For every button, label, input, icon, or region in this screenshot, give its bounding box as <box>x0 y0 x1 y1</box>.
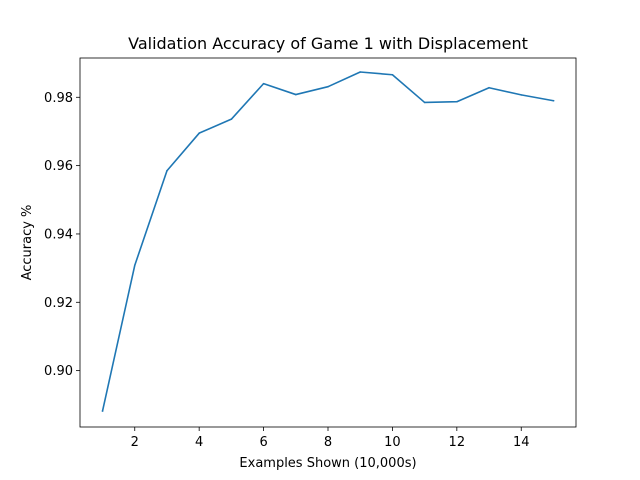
data-point <box>359 71 362 73</box>
x-tick-label: 12 <box>449 435 466 450</box>
x-tick-label: 4 <box>195 435 203 450</box>
data-point <box>230 118 233 120</box>
x-axis-ticks: 2 4 6 8 10 12 14 <box>131 427 530 450</box>
plot-area <box>101 71 555 412</box>
x-tick-label: 14 <box>513 435 530 450</box>
y-tick-label: 0.96 <box>44 159 73 174</box>
y-tick-label: 0.98 <box>44 91 73 106</box>
data-point <box>552 99 555 102</box>
x-tick-label: 2 <box>131 435 139 450</box>
y-tick-label: 0.92 <box>44 296 73 311</box>
x-tick-label: 8 <box>324 435 332 450</box>
x-tick-label: 6 <box>259 435 267 450</box>
y-axis-label: Accuracy % <box>20 205 35 281</box>
data-point <box>198 132 200 134</box>
x-tick-label: 10 <box>384 435 401 450</box>
data-point <box>520 94 523 96</box>
data-point <box>262 82 265 85</box>
data-point <box>391 73 394 76</box>
data-point <box>327 85 329 88</box>
data-point <box>456 100 458 103</box>
data-point <box>133 264 136 267</box>
y-axis-ticks: 0.90 0.92 0.94 0.96 0.98 <box>44 91 80 379</box>
x-axis-label: Examples Shown (10,000s) <box>239 456 416 471</box>
data-point <box>488 86 490 89</box>
data-point <box>101 410 104 412</box>
y-tick-label: 0.90 <box>44 364 73 379</box>
data-point <box>166 169 168 172</box>
data-point <box>294 93 297 96</box>
data-points <box>101 71 555 412</box>
chart-title: Validation Accuracy of Game 1 with Displ… <box>128 34 528 53</box>
y-tick-label: 0.94 <box>44 227 73 242</box>
data-point <box>423 101 426 104</box>
